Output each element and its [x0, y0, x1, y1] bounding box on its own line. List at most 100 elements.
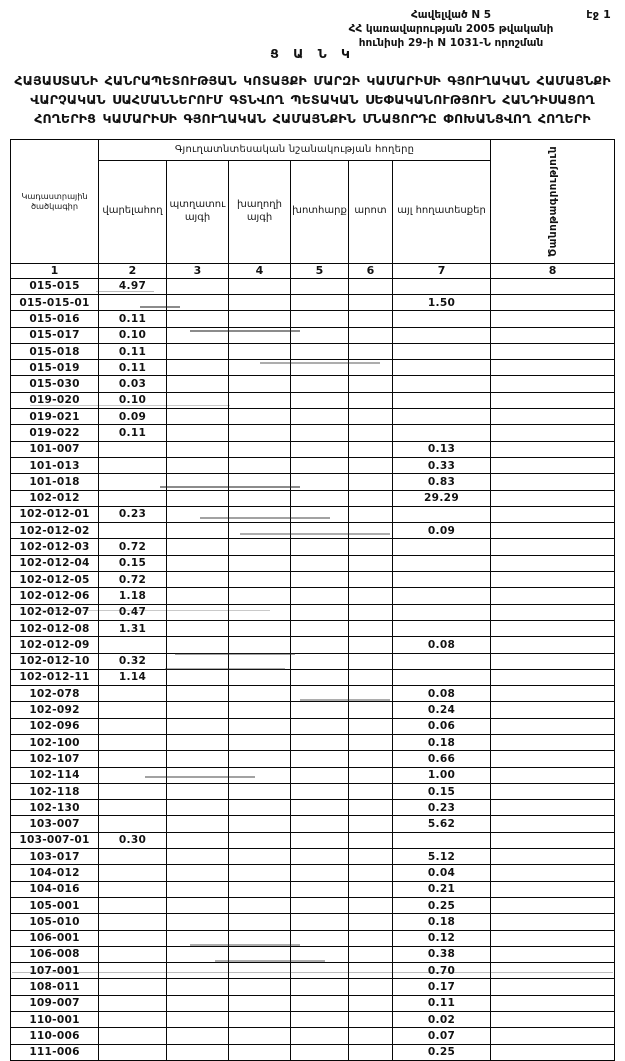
cell-orchard — [166, 945, 229, 964]
cell-arable — [98, 522, 167, 540]
table-row: 102-012-08 1.31 — [10, 619, 616, 638]
column-number-1: 1 — [10, 262, 99, 279]
cell-orchard — [166, 554, 229, 573]
cell-pasture — [348, 473, 393, 491]
cell-vineyard — [228, 652, 291, 670]
cell-hayfield — [290, 750, 349, 768]
cell-notes — [490, 587, 616, 605]
cell-other-lands: 0.21 — [391, 880, 492, 898]
cell-other-lands — [391, 668, 492, 687]
cell-hayfield — [290, 880, 349, 898]
cell-vineyard — [228, 310, 291, 328]
cell-other-lands — [391, 538, 492, 556]
cell-orchard — [166, 310, 229, 328]
cell-pasture — [348, 636, 393, 654]
table-column-header-row: վարելահող պտղատու այգի խաղողի այգի խոտհա… — [11, 159, 615, 264]
cell-other-lands: 0.33 — [391, 456, 492, 475]
cell-hayfield — [290, 766, 349, 784]
document-title: ՀԱՅԱՍՏԱՆԻ ՀԱՆՐԱՊԵՏՈՒԹՅԱՆ ԿՈՏԱՅՔԻ ՄԱՐԶԻ Կ… — [12, 72, 613, 129]
cell-notes — [490, 978, 616, 996]
cell-arable: 0.30 — [98, 831, 167, 850]
table-row: 019-022 0.11 — [10, 424, 616, 442]
cell-vineyard — [228, 473, 291, 491]
cell-arable — [98, 1011, 167, 1029]
cell-notes — [490, 945, 616, 964]
cell-other-lands — [391, 375, 492, 393]
cell-pasture — [348, 603, 393, 621]
cell-pasture — [348, 554, 393, 573]
table-row: 102-078 0.08 — [10, 685, 616, 703]
table-row: 102-012-05 0.72 — [10, 571, 616, 589]
cell-hayfield — [290, 929, 349, 947]
cell-vineyard — [228, 733, 291, 752]
cell-pasture — [348, 750, 393, 768]
cell-pasture — [348, 571, 393, 589]
table-row: 102-012-06 1.18 — [10, 587, 616, 605]
cell-pasture — [348, 456, 393, 475]
cell-vineyard — [228, 929, 291, 947]
cell-other-lands: 0.66 — [391, 750, 492, 768]
cell-arable — [98, 880, 167, 898]
column-number-4: 4 — [228, 262, 291, 279]
cell-orchard — [166, 994, 229, 1013]
cell-notes — [490, 929, 616, 947]
column-header-other-lands: այլ հողատեսքեր — [391, 159, 492, 264]
cell-other-lands — [391, 619, 492, 638]
cell-hayfield — [290, 293, 349, 312]
cell-cadastral-code: 102-012-01 — [10, 505, 99, 524]
table-row: 104-012 0.04 — [10, 864, 616, 882]
cell-orchard — [166, 505, 229, 524]
cell-vineyard — [228, 766, 291, 784]
cell-hayfield — [290, 310, 349, 328]
cell-vineyard — [228, 408, 291, 426]
cell-notes — [490, 815, 616, 833]
cell-cadastral-code: 015-017 — [10, 326, 99, 344]
cell-vineyard — [228, 342, 291, 361]
cell-cadastral-code: 019-021 — [10, 408, 99, 426]
cell-notes — [490, 831, 616, 850]
cell-hayfield — [290, 408, 349, 426]
cell-hayfield — [290, 619, 349, 638]
cell-hayfield — [290, 375, 349, 393]
cell-hayfield — [290, 1027, 349, 1045]
cell-other-lands: 0.25 — [391, 1043, 492, 1061]
cell-notes — [490, 489, 616, 507]
cell-arable — [98, 717, 167, 735]
cell-arable — [98, 750, 167, 768]
cell-notes — [490, 799, 616, 817]
cell-orchard — [166, 929, 229, 947]
cell-arable — [98, 896, 167, 915]
cell-hayfield — [290, 342, 349, 361]
cell-orchard — [166, 717, 229, 735]
title-line-2: ՎԱՐՉԱԿԱՆ ՍԱՀՄԱՆՆԵՐՈՒՄ ԳՏՆՎՈՂ ՊԵՏԱԿԱՆ ՍԵՓ… — [30, 91, 595, 107]
cell-pasture — [348, 310, 393, 328]
cell-other-lands — [391, 277, 492, 295]
cell-notes — [490, 277, 616, 295]
cell-arable — [98, 929, 167, 947]
cell-other-lands: 0.13 — [391, 440, 492, 458]
table-row: 108-011 0.17 — [10, 978, 616, 996]
cell-orchard — [166, 456, 229, 475]
cell-arable — [98, 1027, 167, 1045]
cell-orchard — [166, 636, 229, 654]
cell-pasture — [348, 978, 393, 996]
cell-arable — [98, 636, 167, 654]
cell-notes — [490, 1043, 616, 1061]
cell-hayfield — [290, 326, 349, 344]
cell-orchard — [166, 1027, 229, 1045]
cell-cadastral-code: 108-011 — [10, 978, 99, 996]
cell-arable — [98, 440, 167, 458]
table-row: 103-017 5.12 — [10, 848, 616, 866]
cell-notes — [490, 994, 616, 1013]
cell-notes — [490, 310, 616, 328]
cell-other-lands — [391, 359, 492, 377]
cell-cadastral-code: 104-016 — [10, 880, 99, 898]
cell-hayfield — [290, 587, 349, 605]
cell-other-lands: 1.00 — [391, 766, 492, 784]
cell-hayfield — [290, 440, 349, 458]
table-row: 102-118 0.15 — [10, 782, 616, 801]
cell-orchard — [166, 896, 229, 915]
cell-other-lands: 0.02 — [391, 1011, 492, 1029]
cell-arable — [98, 701, 167, 719]
column-group-header-agricultural-lands: Գյուղատնտեսական նշանակության հողերը — [97, 138, 492, 161]
